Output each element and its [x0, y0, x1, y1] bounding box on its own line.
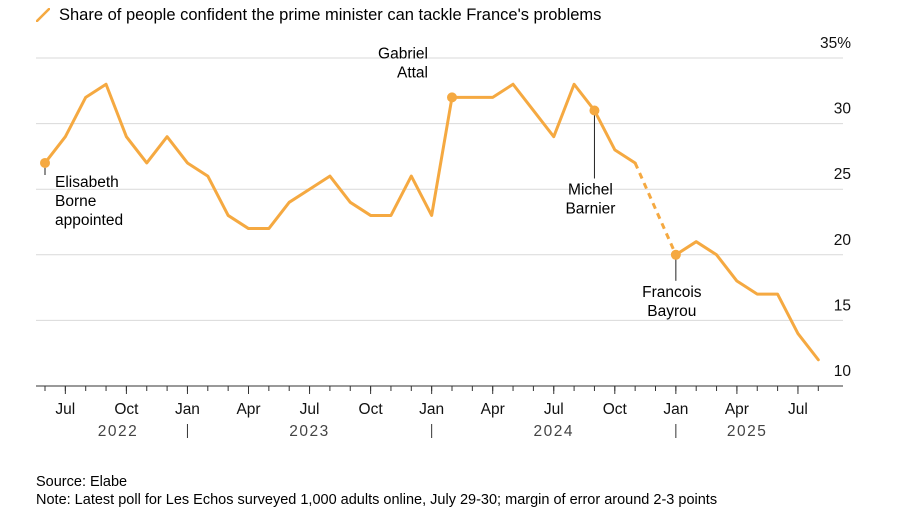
series-line: [43, 82, 637, 231]
x-tick-label: Jan: [419, 401, 444, 418]
series-line-gap: [633, 162, 678, 256]
legend-line-icon: [36, 8, 50, 22]
annotation-label: Michel: [568, 181, 613, 198]
x-tick-label: Apr: [481, 401, 505, 418]
gridlines: [36, 57, 843, 321]
x-year-label: 2023: [289, 423, 329, 440]
y-axis-labels: 35% 30 25 20 15 10: [820, 35, 851, 380]
x-tick-label: Oct: [603, 401, 628, 418]
annotation-marker: [447, 92, 457, 103]
data-series: [43, 82, 820, 362]
series-line: [674, 240, 820, 362]
annotations: Elisabeth Borne appointed Gabriel Attal Miche…: [40, 45, 702, 320]
annotation-label: Elisabeth: [55, 174, 119, 191]
annotation-label: Attal: [397, 64, 428, 81]
x-tick-label: Jul: [544, 401, 564, 418]
y-tick-label: 10: [834, 363, 852, 380]
x-year-label: 2024: [534, 423, 574, 440]
note-text: Note: Latest poll for Les Echos surveyed…: [36, 492, 718, 508]
annotation-label: appointed: [55, 212, 123, 229]
annotation-marker: [589, 105, 600, 116]
y-tick-label: 35%: [820, 35, 851, 52]
annotation-label: Barnier: [565, 200, 615, 217]
x-tick-label: Apr: [725, 401, 749, 418]
annotation-label: Borne: [55, 193, 96, 210]
x-axis: Jul Oct Jan Apr Jul Oct Jan Apr Jul Oct Jan Apr Jul 2…: [36, 385, 843, 440]
annotation-marker: [40, 157, 50, 168]
legend: Share of people confident the prime mini…: [36, 5, 601, 25]
annotation-marker: [670, 249, 681, 260]
x-year-label: 2022: [98, 423, 138, 440]
x-tick-label: Oct: [359, 401, 384, 418]
annotation-label: Gabriel: [378, 45, 428, 62]
annotation-label: Bayrou: [647, 303, 696, 320]
annotation-label: Francois: [642, 284, 702, 301]
line-chart: Jul Oct Jan Apr Jul Oct Jan Apr Jul Oct Jan Apr Jul 2…: [36, 35, 851, 440]
legend-label: Share of people confident the prime mini…: [59, 5, 602, 24]
x-tick-label: Jan: [175, 401, 200, 418]
x-tick-label: Jul: [55, 401, 75, 418]
x-tick-label: Oct: [114, 401, 139, 418]
y-tick-label: 30: [834, 101, 852, 118]
x-year-label: 2025: [727, 423, 767, 440]
x-tick-label: Jul: [300, 401, 320, 418]
source-text: Source: Elabe: [36, 474, 128, 490]
x-tick-label: Jul: [788, 401, 808, 418]
y-tick-label: 15: [834, 297, 851, 314]
x-tick-label: Apr: [236, 401, 260, 418]
y-tick-label: 20: [834, 232, 852, 249]
x-tick-label: Jan: [663, 401, 688, 418]
y-tick-label: 25: [834, 166, 851, 183]
